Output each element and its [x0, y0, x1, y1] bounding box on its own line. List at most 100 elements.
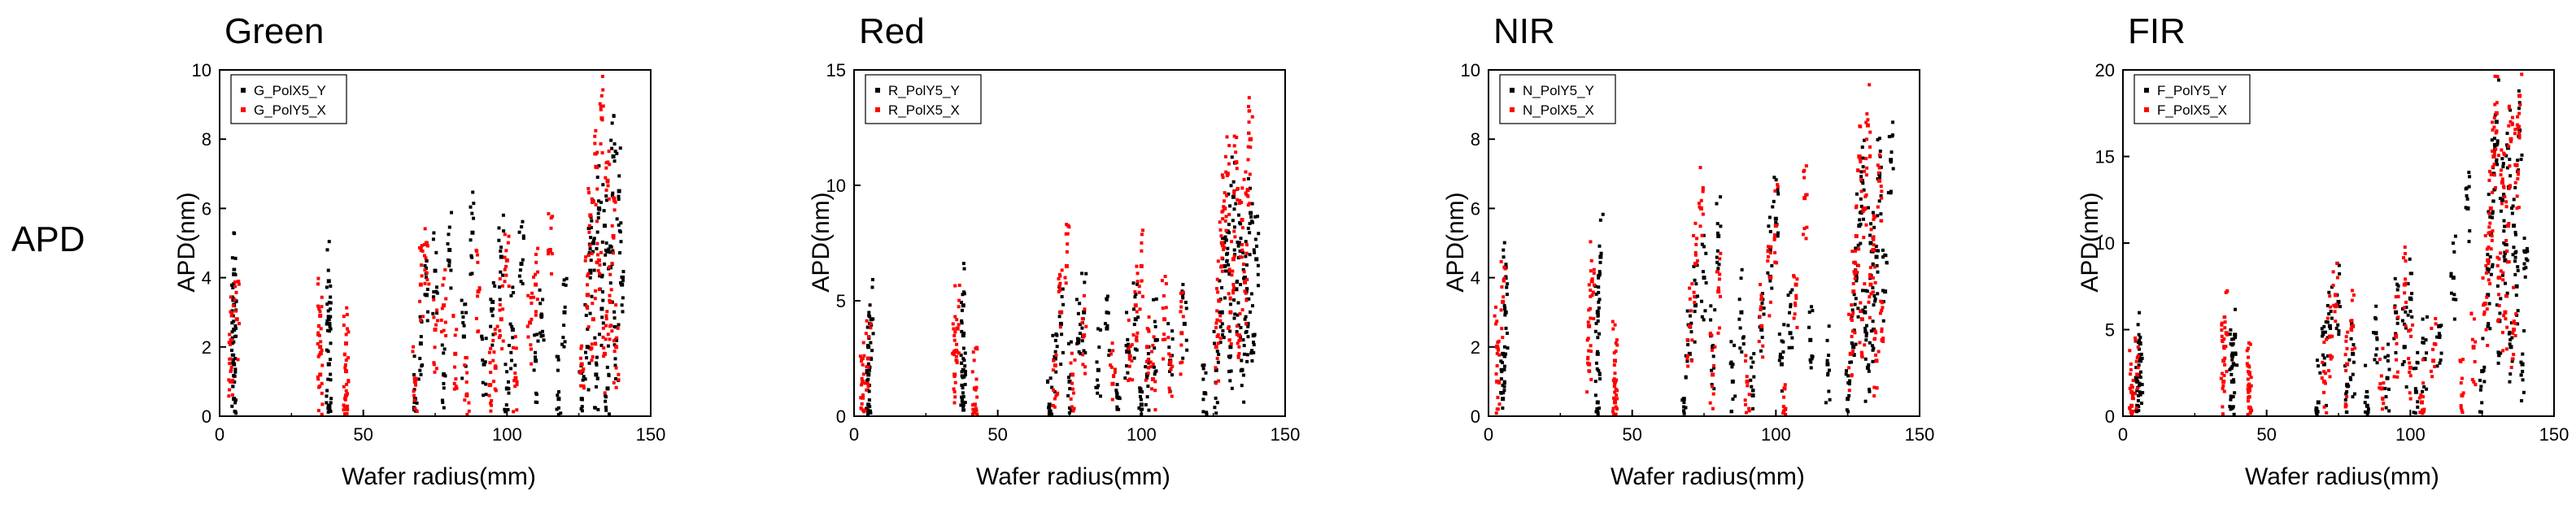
point-G_PolX5_Y: [424, 276, 428, 280]
point-G_PolX5_Y: [480, 334, 484, 338]
point-G_PolX5_Y: [617, 223, 621, 227]
point-G_PolY5_X: [316, 276, 320, 280]
point-F_PolY5_Y: [2395, 282, 2399, 286]
legend-entry: G_PolX5_Y: [254, 83, 326, 98]
point-F_PolX5_X: [2350, 298, 2354, 302]
point-F_PolY5_Y: [2497, 354, 2501, 358]
point-G_PolY5_X: [604, 161, 608, 165]
point-N_PolY5_Y: [1879, 165, 1883, 169]
y-tick-label: 0: [2105, 406, 2115, 427]
point-G_PolX5_Y: [503, 410, 508, 414]
point-F_PolX5_X: [2220, 323, 2224, 327]
point-F_PolY5_Y: [2481, 337, 2485, 341]
point-R_PolX5_X: [1227, 325, 1231, 329]
point-G_PolX5_Y: [462, 324, 466, 328]
point-F_PolX5_X: [2330, 355, 2334, 359]
point-F_PolY5_Y: [2322, 324, 2326, 328]
point-F_PolX5_X: [2382, 381, 2386, 385]
point-R_PolY5_Y: [1246, 176, 1250, 180]
point-R_PolY5_Y: [865, 371, 869, 375]
point-R_PolY5_Y: [866, 362, 870, 366]
point-F_PolY5_Y: [2519, 158, 2523, 162]
point-G_PolY5_X: [588, 213, 593, 218]
point-F_PolY5_Y: [2508, 108, 2513, 112]
point-F_PolY5_Y: [2229, 372, 2234, 376]
point-G_PolY5_X: [319, 327, 323, 331]
point-F_PolY5_Y: [2374, 353, 2378, 357]
point-G_PolX5_Y: [484, 382, 488, 386]
point-R_PolX5_X: [1131, 333, 1135, 337]
point-F_PolX5_X: [2396, 315, 2400, 319]
point-F_PolY5_Y: [2485, 267, 2489, 271]
point-F_PolY5_Y: [2343, 364, 2347, 368]
point-R_PolY5_Y: [1078, 332, 1082, 336]
point-F_PolY5_Y: [2393, 276, 2397, 280]
point-G_PolX5_Y: [598, 207, 602, 211]
point-N_PolY5_Y: [1811, 309, 1815, 313]
point-R_PolX5_X: [1111, 349, 1115, 353]
point-G_PolX5_Y: [442, 371, 446, 376]
point-R_PolY5_Y: [1153, 319, 1157, 324]
point-N_PolX5_X: [1759, 305, 1763, 309]
point-G_PolY5_X: [432, 363, 436, 367]
point-F_PolY5_Y: [2323, 330, 2327, 334]
point-N_PolY5_Y: [1598, 260, 1602, 264]
point-N_PolY5_Y: [1684, 354, 1688, 358]
point-F_PolY5_Y: [2488, 327, 2492, 331]
point-G_PolY5_X: [536, 270, 540, 274]
point-N_PolX5_X: [1877, 153, 1881, 157]
point-R_PolX5_X: [1218, 220, 1222, 224]
x-axis-label: Wafer radius(mm): [1611, 463, 1805, 490]
point-F_PolY5_Y: [2134, 366, 2138, 370]
point-F_PolX5_X: [2487, 178, 2491, 182]
point-G_PolY5_X: [529, 347, 533, 351]
point-N_PolY5_Y: [1780, 355, 1784, 359]
point-G_PolY5_X: [412, 376, 416, 380]
point-G_PolX5_Y: [619, 221, 623, 225]
point-R_PolX5_X: [1179, 331, 1184, 336]
point-N_PolX5_X: [1864, 173, 1868, 177]
point-R_PolY5_Y: [1227, 263, 1231, 267]
point-G_PolY5_X: [550, 252, 554, 256]
point-G_PolX5_Y: [490, 309, 494, 313]
point-F_PolY5_Y: [2233, 352, 2237, 356]
point-N_PolY5_Y: [1863, 289, 1868, 293]
point-R_PolY5_Y: [1239, 222, 1243, 226]
point-F_PolX5_X: [2459, 406, 2463, 410]
point-G_PolY5_X: [601, 88, 605, 92]
point-R_PolX5_X: [1135, 264, 1139, 268]
point-N_PolY5_Y: [1597, 244, 1602, 248]
point-R_PolY5_Y: [1223, 296, 1227, 300]
point-N_PolY5_Y: [1864, 331, 1868, 335]
point-R_PolY5_Y: [1075, 341, 1079, 345]
point-N_PolY5_Y: [1502, 384, 1506, 389]
point-G_PolX5_Y: [594, 372, 599, 377]
point-R_PolX5_X: [1051, 368, 1055, 372]
point-R_PolX5_X: [1072, 406, 1076, 411]
point-G_PolX5_Y: [541, 333, 545, 337]
point-N_PolY5_Y: [1868, 233, 1872, 237]
point-G_PolY5_X: [342, 384, 346, 389]
point-R_PolY5_Y: [869, 411, 873, 415]
point-G_PolX5_Y: [233, 367, 238, 371]
point-R_PolX5_X: [1215, 318, 1219, 322]
point-G_PolY5_X: [617, 372, 621, 376]
point-G_PolY5_X: [612, 339, 616, 343]
point-G_PolX5_Y: [562, 324, 566, 328]
point-R_PolY5_Y: [1205, 411, 1209, 415]
point-G_PolY5_X: [453, 333, 457, 337]
point-G_PolY5_X: [608, 163, 612, 167]
point-G_PolX5_Y: [442, 381, 446, 385]
point-G_PolX5_Y: [447, 232, 451, 237]
point-N_PolX5_X: [1793, 301, 1797, 305]
point-F_PolY5_Y: [2228, 332, 2232, 337]
point-G_PolY5_X: [532, 275, 536, 279]
point-F_PolY5_Y: [2134, 379, 2138, 383]
point-F_PolX5_X: [2495, 129, 2499, 133]
point-N_PolY5_Y: [1502, 364, 1506, 368]
point-F_PolX5_X: [2421, 358, 2425, 362]
point-F_PolX5_X: [2516, 176, 2520, 180]
point-N_PolX5_X: [1701, 212, 1705, 216]
point-N_PolY5_Y: [1685, 309, 1689, 313]
point-R_PolX5_X: [1227, 162, 1231, 166]
